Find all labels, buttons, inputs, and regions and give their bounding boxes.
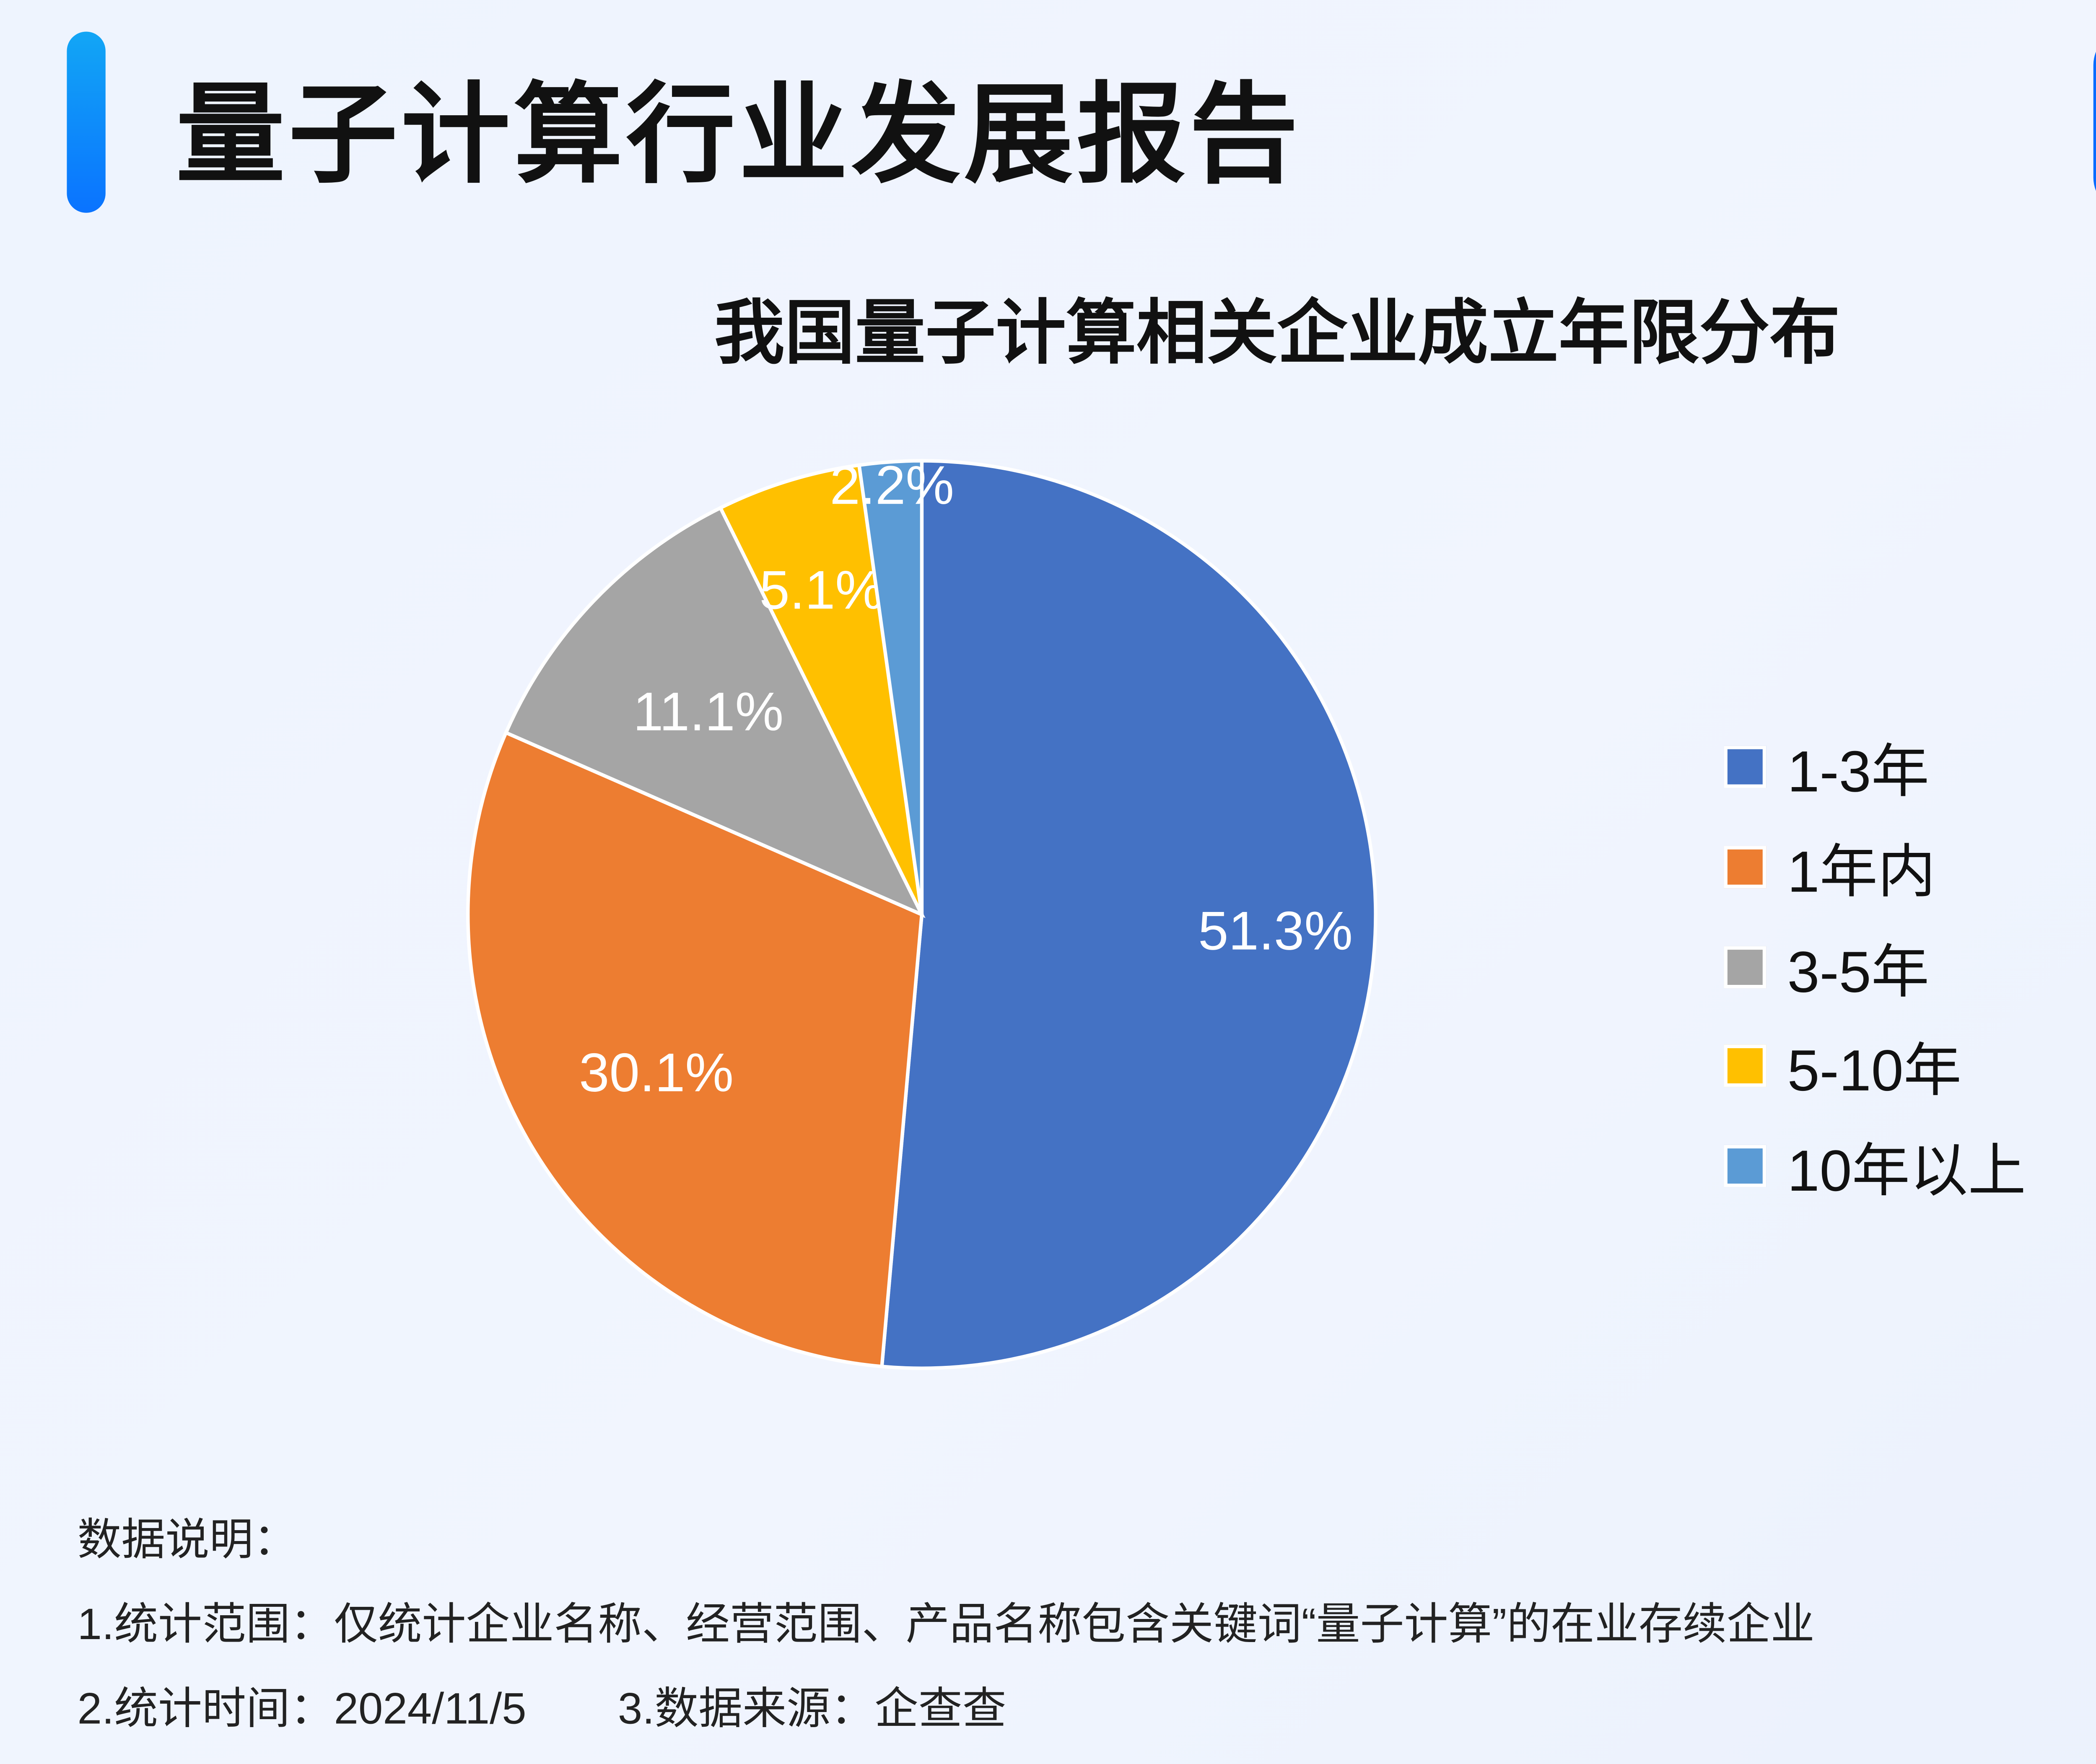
title-accent-bar	[67, 31, 106, 213]
legend-item: 1-3年	[1724, 718, 2026, 817]
pie-chart: 51.3% 30.1% 11.1% 5.1% 2.2%	[466, 454, 1377, 1370]
legend-swatch	[1724, 945, 1767, 988]
pie-slice-1	[466, 730, 924, 1369]
legend-item: 3-5年	[1724, 917, 2026, 1017]
legend-label: 10年以上	[1787, 1138, 2026, 1203]
pie-label-4: 2.2%	[830, 454, 954, 515]
notes-source: 3.数据来源：企查查	[617, 1685, 1006, 1734]
legend-item: 5-10年	[1724, 1017, 2026, 1116]
legend-label: 3-5年	[1787, 938, 1930, 1004]
chart-title: 我国量子计算相关企业成立年限分布	[714, 293, 1840, 375]
legend-item: 10年以上	[1724, 1116, 2026, 1216]
notes-time: 2.统计时间：2024/11/5	[77, 1685, 527, 1734]
notes-scope: 1.统计范围：仅统计企业名称、经营范围、产品名称包含关键词“量子计算”的在业存续…	[77, 1600, 1815, 1650]
pie-slice-0	[880, 459, 1377, 1370]
pie-label-3: 5.1%	[759, 559, 884, 620]
qcc-logo-icon	[2093, 30, 2096, 213]
data-notes: 数据说明： 1.统计范围：仅统计企业名称、经营范围、产品名称包含关键词“量子计算…	[78, 1498, 1815, 1751]
legend-label: 1年内	[1787, 839, 1936, 904]
qcc-logo: 企查查 Qcc.com	[2093, 30, 2096, 213]
legend-item: 1年内	[1724, 817, 2026, 917]
legend-swatch	[1724, 1045, 1767, 1088]
legend-label: 5-10年	[1787, 1038, 1962, 1103]
pie-label-0: 51.3%	[1198, 900, 1353, 961]
legend-swatch	[1724, 746, 1767, 789]
notes-heading: 数据说明：	[77, 1516, 298, 1565]
report-title: 量子计算行业发展报告	[176, 70, 1302, 199]
pie-label-1: 30.1%	[579, 1042, 734, 1103]
notes-time-source: 2.统计时间：2024/11/5 3.数据来源：企查查	[78, 1667, 1815, 1751]
pie-label-2: 11.1%	[633, 681, 783, 742]
chart-legend: 1-3年 1年内 3-5年 5-10年 10年以上	[1724, 718, 2026, 1216]
legend-swatch	[1724, 846, 1767, 888]
legend-swatch	[1724, 1145, 1767, 1187]
pie-slice-3	[718, 463, 924, 915]
pie-slice-2	[503, 505, 926, 918]
pie-slice-4	[857, 459, 924, 915]
legend-label: 1-3年	[1787, 739, 1930, 805]
